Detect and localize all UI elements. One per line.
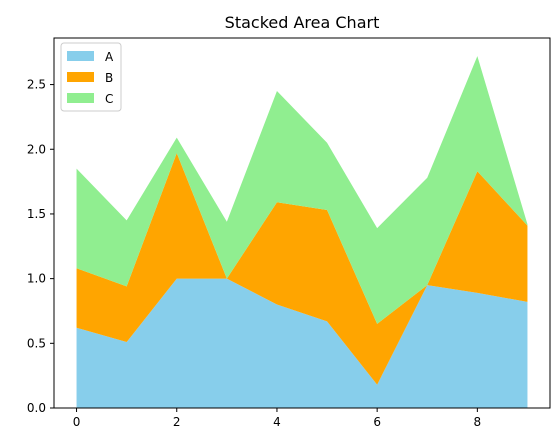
areas-layer <box>76 56 528 408</box>
x-tick-label: 0 <box>73 415 81 429</box>
y-tick-label: 2.0 <box>27 142 46 156</box>
x-tick-label: 4 <box>273 415 281 429</box>
plot-frame <box>53 37 551 409</box>
ticks-layer: 0 2 4 6 8 0.0 0.5 1.0 1.5 2.0 2.5 <box>27 78 481 429</box>
y-tick-label: 0.5 <box>27 336 46 350</box>
legend: ABC <box>60 42 122 112</box>
area-series-b <box>76 153 528 385</box>
y-tick-label: 1.5 <box>27 207 46 221</box>
legend-swatch-c <box>67 93 94 103</box>
y-tick-label: 1.0 <box>27 272 46 286</box>
area-series-a <box>76 278 528 408</box>
x-tick-label: 6 <box>373 415 381 429</box>
x-tick-label: 8 <box>474 415 482 429</box>
x-tick-label: 2 <box>173 415 181 429</box>
y-tick-label: 0.0 <box>27 401 46 415</box>
legend-swatch-a <box>67 51 94 61</box>
legend-label-c: C <box>105 92 113 106</box>
legend-swatch-b <box>67 72 94 82</box>
legend-label-a: A <box>105 50 114 64</box>
area-series-c <box>76 56 528 324</box>
legend-label-b: B <box>105 71 113 85</box>
y-tick-label: 2.5 <box>27 78 46 92</box>
chart-title: Stacked Area Chart <box>225 13 380 32</box>
